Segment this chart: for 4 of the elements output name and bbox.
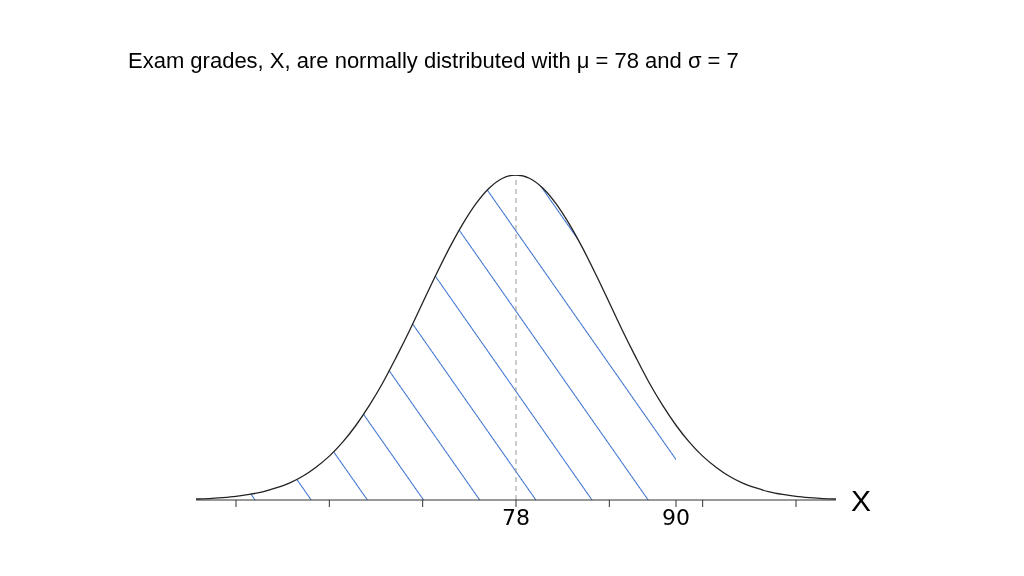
x-tick-label: 78 [502, 504, 530, 530]
x-axis-title: X [851, 483, 872, 517]
x-tick-label: 90 [662, 504, 690, 530]
chart-title: Exam grades, X, are normally distributed with μ = 78 and σ = 7 [127, 47, 740, 75]
